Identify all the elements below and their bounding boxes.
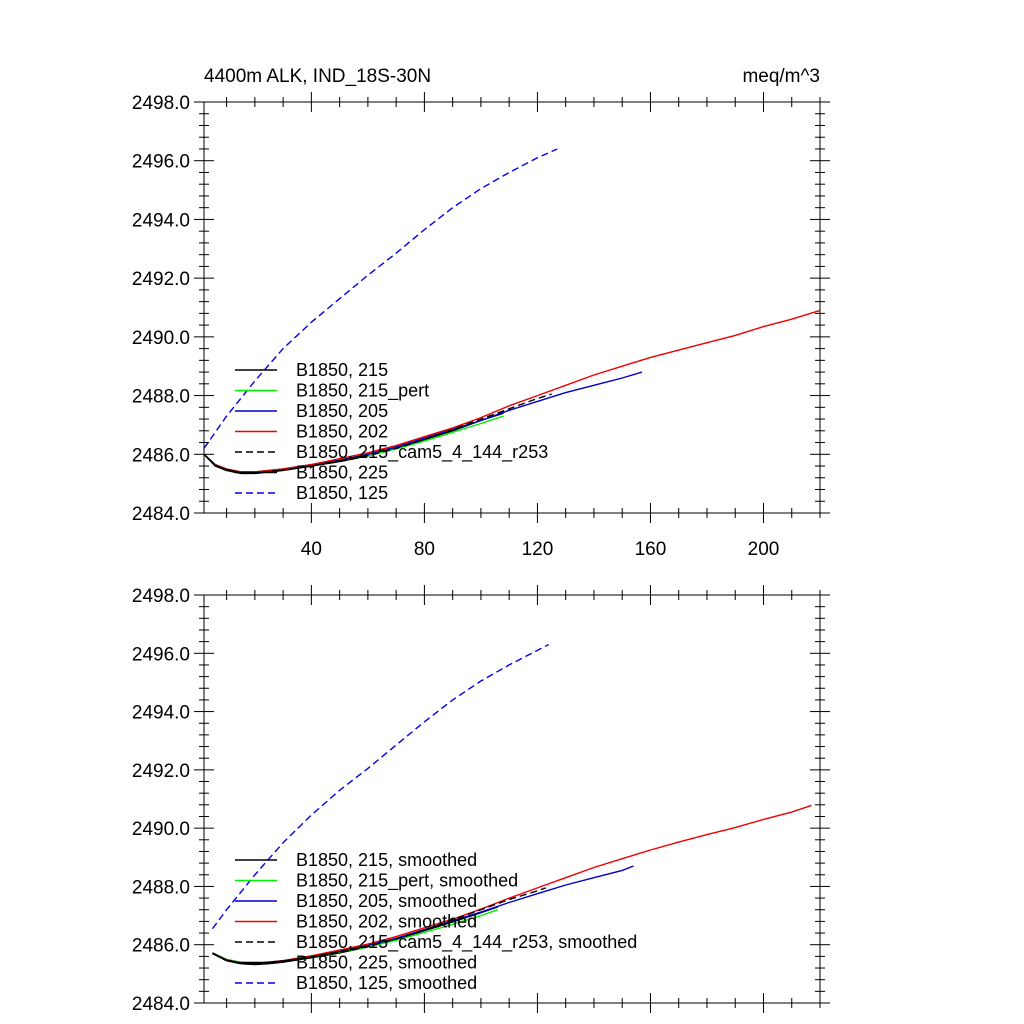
y-tick-label: 2494.0 (132, 703, 190, 724)
series-line-4 (203, 393, 552, 475)
series-line-6 (211, 643, 550, 930)
legend-label: B1850, 225, smoothed (296, 953, 477, 973)
y-tick-label: 2496.0 (132, 152, 190, 173)
bottom-panel: 2484.0 2486.0 2488.0 2490.0 2492.0 2494.0 2496… (132, 585, 830, 1015)
y-tick-label: 2484.0 (132, 504, 190, 525)
legend-label: B1850, 125, smoothed (296, 973, 477, 993)
legend-label: B1850, 225 (296, 463, 388, 483)
legend-label: B1850, 205, smoothed (296, 891, 477, 911)
x-tick-label: 40 (301, 539, 322, 560)
y-tick-label: 2488.0 (132, 387, 190, 408)
chart-title: 4400m ALK, IND_18S-30N (204, 66, 431, 87)
y-tick-label: 2490.0 (132, 819, 190, 840)
y-tick-label: 2496.0 (132, 644, 190, 665)
y-tick-label: 2498.0 (132, 93, 190, 114)
legend-label: B1850, 215_pert (296, 381, 429, 402)
y-tick-label: 2494.0 (132, 210, 190, 231)
units-label: meq/m^3 (742, 66, 820, 87)
legend-label: B1850, 215_cam5_4_144_r253 (296, 442, 548, 463)
y-tick-label: 2486.0 (132, 445, 190, 466)
y-tick-label: 2488.0 (132, 877, 190, 898)
legend-label: B1850, 202 (296, 422, 388, 442)
y-tick-label: 2492.0 (132, 269, 190, 290)
top-panel: 2484.0 2486.0 2488.0 2490.0 2492.0 2494.0 2496… (132, 92, 830, 560)
series-line-6 (203, 148, 558, 449)
legend-label: B1850, 202, smoothed (296, 912, 477, 932)
legend-label: B1850, 215_pert, smoothed (296, 871, 518, 892)
y-tick-label: 2484.0 (132, 994, 190, 1015)
plot-frame (203, 101, 821, 514)
y-tick-label: 2498.0 (132, 586, 190, 607)
legend-label: B1850, 215_cam5_4_144_r253, smoothed (296, 932, 637, 953)
x-tick-label: 200 (748, 539, 780, 560)
y-tick-label: 2492.0 (132, 761, 190, 782)
y-tick-label: 2490.0 (132, 328, 190, 349)
legend-label: B1850, 215, smoothed (296, 850, 477, 870)
x-tick-label: 80 (414, 539, 435, 560)
legend-label: B1850, 205 (296, 401, 388, 421)
legend-label: B1850, 215 (296, 360, 388, 380)
x-tick-label: 120 (522, 539, 554, 560)
legend-label: B1850, 125 (296, 483, 388, 503)
plot-frame (203, 594, 821, 1004)
x-tick-label: 160 (635, 539, 667, 560)
y-tick-label: 2486.0 (132, 936, 190, 957)
